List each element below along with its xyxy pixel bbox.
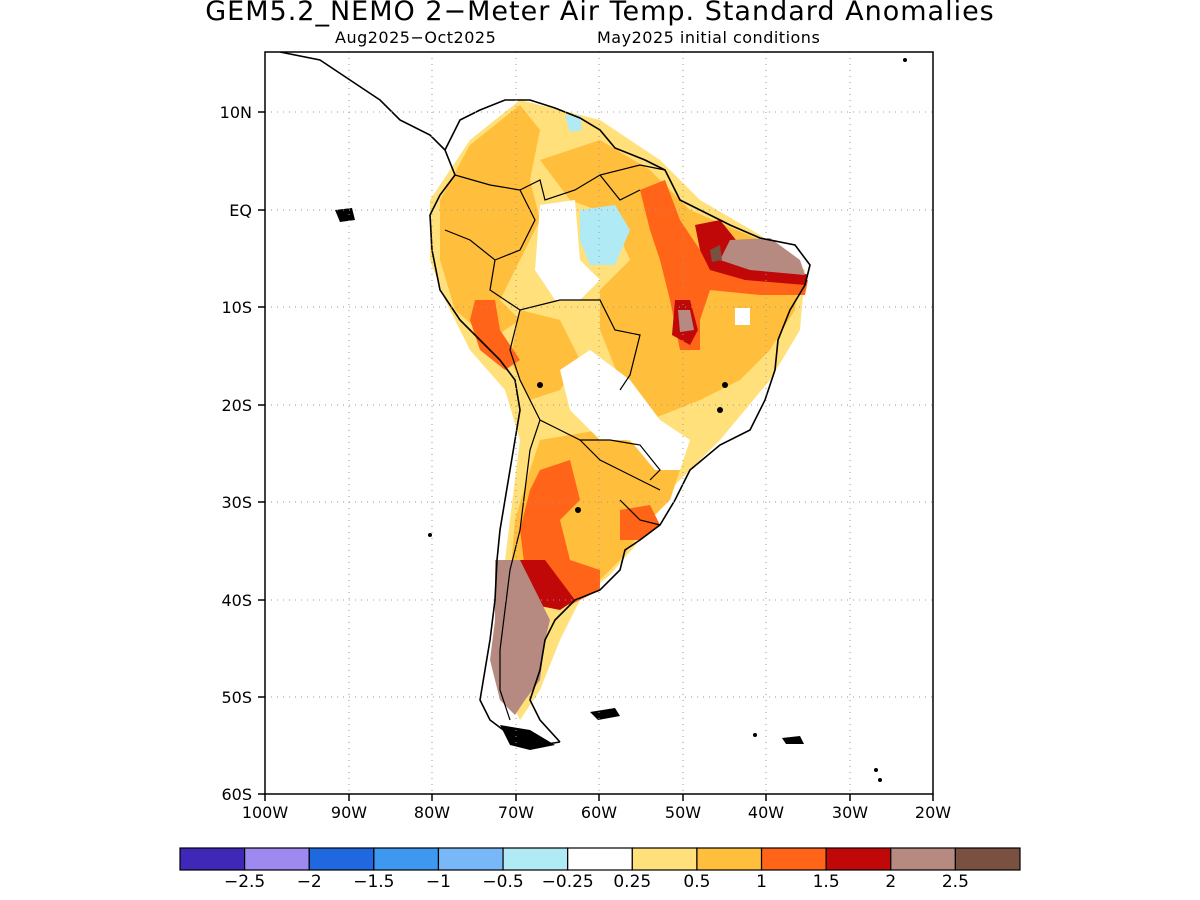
graticule (265, 52, 933, 794)
colorbar-label: 1 (756, 872, 767, 892)
colorbar-swatch (567, 847, 633, 871)
lat-label: 10N (220, 103, 252, 122)
lon-label: 100W (242, 803, 289, 822)
colorbar-label: 2 (885, 872, 897, 892)
lat-label: 30S (221, 493, 252, 512)
colorbar-label: −2 (296, 872, 322, 892)
forecast-period: Aug2025−Oct2025 (335, 28, 497, 47)
colorbar-label: −1 (425, 872, 451, 892)
lat-label: EQ (229, 201, 252, 220)
lon-label: 30W (832, 803, 868, 822)
lon-label: 40W (748, 803, 784, 822)
coastline (279, 52, 811, 746)
colorbar-swatch (890, 847, 956, 871)
colorbar-swatch (631, 847, 698, 871)
islands (335, 58, 907, 782)
tick-marks (258, 111, 934, 801)
colorbar (179, 847, 1021, 871)
lon-label: 90W (331, 803, 367, 822)
colorbar-label: −2.5 (223, 872, 266, 892)
lat-label: 20S (221, 396, 252, 415)
lon-label: 60W (581, 803, 617, 822)
lat-label: 10S (221, 298, 252, 317)
latitude-labels: 10N EQ 10S 20S 30S 40S 50S 60S (220, 103, 252, 804)
lon-label: 70W (498, 803, 534, 822)
lon-label: 80W (414, 803, 450, 822)
lat-label: 40S (221, 591, 252, 610)
map-title: GEM5.2_NEMO 2−Meter Air Temp. Standard A… (205, 0, 995, 27)
colorbar-swatch (760, 847, 827, 871)
colorbar-swatch (179, 847, 246, 871)
colorbar-swatch (696, 847, 763, 871)
initial-conditions: May2025 initial conditions (597, 28, 821, 47)
colorbar-label: 0.5 (683, 872, 711, 892)
colorbar-label: −0.25 (541, 872, 594, 892)
anomaly-shading (430, 100, 808, 720)
colorbar-swatch (954, 847, 1021, 871)
colorbar-label: 1.5 (812, 872, 840, 892)
lon-label: 20W (915, 803, 951, 822)
colorbar-label: −1.5 (353, 872, 395, 892)
colorbar-swatch (502, 847, 569, 871)
lat-label: 60S (221, 785, 252, 804)
colorbar-swatch (825, 847, 892, 871)
colorbar-label: 0.25 (613, 872, 652, 892)
colorbar-swatch (244, 847, 310, 871)
colorbar-label: −0.5 (482, 872, 524, 892)
lon-label: 50W (665, 803, 701, 822)
colorbar-swatch (437, 847, 504, 871)
colorbar-swatch (308, 847, 375, 871)
longitude-labels: 100W 90W 80W 70W 60W 50W 40W 30W 20W (242, 803, 951, 822)
colorbar-label: 2.5 (941, 872, 969, 892)
colorbar-swatch (373, 847, 440, 871)
lat-label: 50S (221, 688, 252, 707)
